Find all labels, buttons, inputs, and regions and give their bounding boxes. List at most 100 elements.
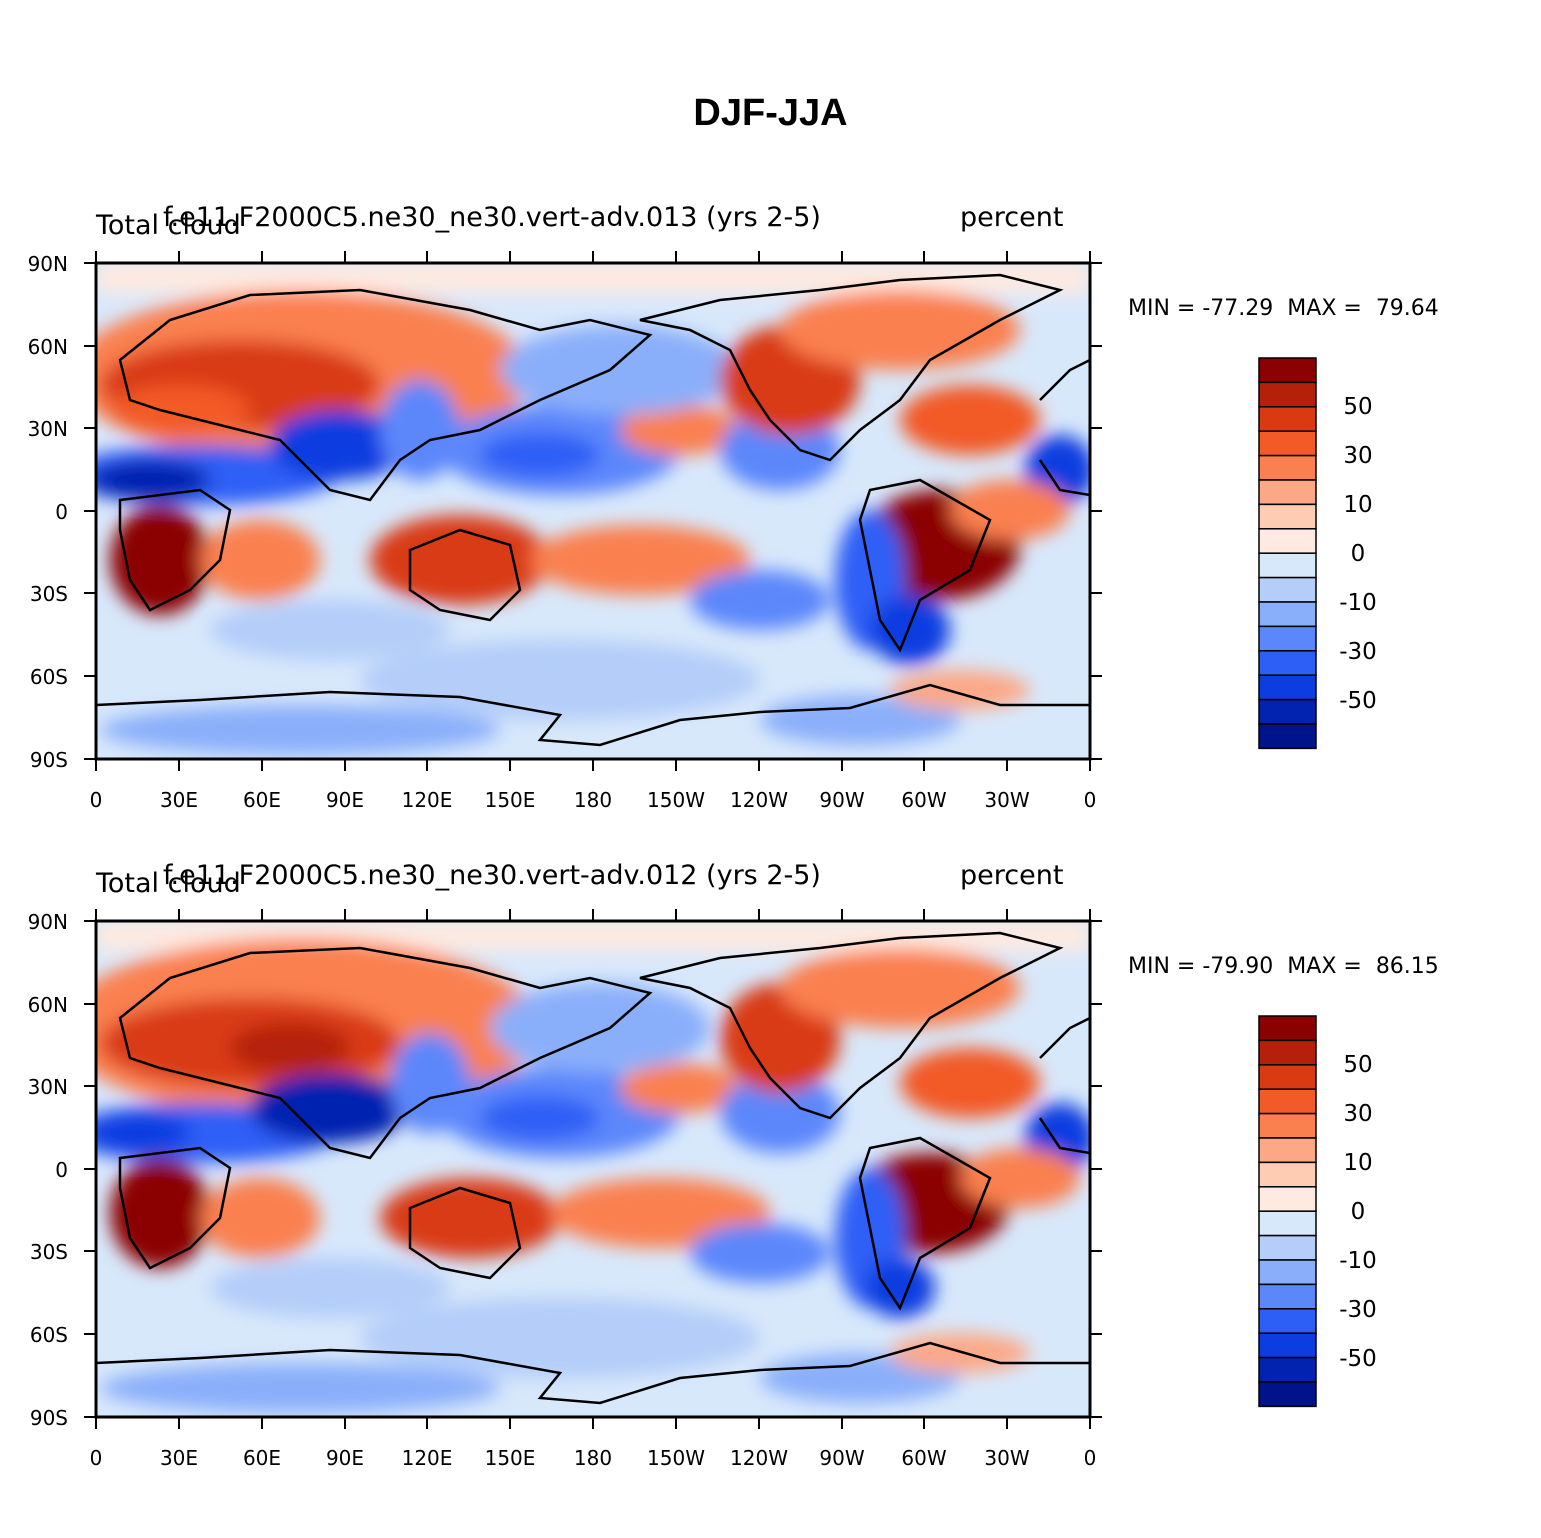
- max-value-1: 79.64: [1375, 296, 1439, 321]
- lon-tick: 90E: [325, 1446, 365, 1470]
- map-panel-1-graphics: [84, 251, 1317, 771]
- coastlines-1: [96, 273, 1090, 747]
- max-value-2: 86.15: [1375, 954, 1439, 979]
- lat-tick: 30S: [29, 1240, 68, 1264]
- colorbar-tick: 30: [1343, 443, 1373, 469]
- lon-tick: 60E: [242, 788, 282, 812]
- left-string-2: Total cloud: [96, 868, 241, 899]
- lon-tick: 120E: [401, 1446, 453, 1470]
- colorbar-box: [1258, 552, 1317, 579]
- colorbar-tick: 30: [1343, 1101, 1373, 1127]
- lon-tick: 60E: [242, 1446, 282, 1470]
- lat-tick: 60N: [27, 993, 68, 1017]
- colorbar-box: [1258, 406, 1317, 432]
- lon-tick: 180: [573, 788, 613, 812]
- colorbar-tick: 50: [1343, 1052, 1373, 1078]
- colorbar-box: [1258, 650, 1317, 676]
- colorbar-box: [1258, 1186, 1317, 1212]
- lat-tick: 90S: [29, 1406, 68, 1430]
- colorbar-2: [1258, 1015, 1317, 1408]
- colorbar-box: [1258, 381, 1317, 408]
- lon-tick: 60W: [901, 788, 947, 812]
- lat-tick: 0: [55, 500, 68, 524]
- colorbar-box: [1258, 1259, 1317, 1286]
- colorbar-box: [1258, 503, 1317, 530]
- center-string-2: f.e11.F2000C5.ne30_ne30.vert-adv.012 (yr…: [163, 860, 821, 891]
- colorbar-tick: 0: [1350, 1199, 1366, 1225]
- left-string-1: Total cloud: [96, 210, 241, 241]
- colorbar-box: [1258, 430, 1317, 457]
- colorbar-box: [1258, 479, 1317, 506]
- colorbar-box: [1258, 1039, 1317, 1066]
- max-label-2: MAX =: [1287, 954, 1369, 979]
- colorbar-box: [1258, 1015, 1317, 1042]
- colorbar-box: [1258, 357, 1317, 384]
- colorbar-tick: 0: [1350, 541, 1366, 567]
- lon-tick: 90W: [819, 1446, 865, 1470]
- lat-tick: 90S: [29, 748, 68, 772]
- min-value-2: -79.90: [1202, 954, 1274, 979]
- lat-tick: 30N: [27, 1075, 68, 1099]
- colorbar-box: [1258, 1112, 1317, 1139]
- lat-tick: 60S: [29, 1323, 68, 1347]
- colorbar-box: [1258, 1088, 1317, 1115]
- lon-tick: 0: [89, 788, 103, 812]
- right-string-2: percent: [960, 860, 1064, 891]
- colorbar-box: [1258, 1356, 1317, 1383]
- colorbar-tick: -50: [1339, 1346, 1377, 1372]
- figure-title: DJF-JJA: [693, 92, 848, 134]
- right-string-1: percent: [960, 202, 1064, 233]
- colorbar-box: [1258, 625, 1317, 652]
- colorbar-box: [1258, 1283, 1317, 1310]
- map-panel-2-graphics: [84, 909, 1317, 1429]
- colorbar-box: [1258, 1210, 1317, 1237]
- map-panel-2: Total cloud f.e11.F2000C5.ne30_ne30.vert…: [0, 858, 1541, 1518]
- lat-tick: 60S: [29, 665, 68, 689]
- colorbar-tick: -10: [1339, 1248, 1377, 1274]
- lon-tick: 30W: [984, 788, 1030, 812]
- lat-tick: 90N: [27, 910, 68, 934]
- min-label-1: MIN =: [1128, 296, 1203, 321]
- minmax-1: MIN = -77.29 MAX = 79.64: [1128, 296, 1439, 321]
- lat-tick: 60N: [27, 335, 68, 359]
- colorbar-1: [1258, 357, 1317, 750]
- lon-tick: 0: [89, 1446, 103, 1470]
- colorbar-box: [1258, 1137, 1317, 1164]
- colorbar-tick: -10: [1339, 590, 1377, 616]
- lat-tick: 0: [55, 1158, 68, 1182]
- colorbar-tick: 10: [1343, 492, 1373, 518]
- lat-tick: 90N: [27, 252, 68, 276]
- minmax-2: MIN = -79.90 MAX = 86.15: [1128, 954, 1439, 979]
- lon-tick: 0: [1083, 1446, 1097, 1470]
- lon-tick: 30E: [159, 788, 199, 812]
- coastlines-2: [96, 931, 1090, 1405]
- min-value-1: -77.29: [1202, 296, 1274, 321]
- lon-tick: 180: [573, 1446, 613, 1470]
- center-string-1: f.e11.F2000C5.ne30_ne30.vert-adv.013 (yr…: [163, 202, 821, 233]
- colorbar-box: [1258, 1064, 1317, 1090]
- colorbar-tick: 50: [1343, 394, 1373, 420]
- colorbar-box: [1258, 528, 1317, 554]
- lon-tick: 30W: [984, 1446, 1030, 1470]
- min-label-2: MIN =: [1128, 954, 1203, 979]
- colorbar-box: [1258, 674, 1317, 701]
- lon-tick: 120W: [730, 788, 788, 812]
- colorbar-box: [1258, 454, 1317, 481]
- colorbar-box: [1258, 698, 1317, 725]
- max-label-1: MAX =: [1287, 296, 1369, 321]
- lon-tick: 150E: [484, 1446, 536, 1470]
- colorbar-box: [1258, 1234, 1317, 1261]
- colorbar-tick: -30: [1339, 1297, 1377, 1323]
- map-panel-1: Total cloud f.e11.F2000C5.ne30_ne30.vert…: [0, 200, 1541, 860]
- lon-tick: 120W: [730, 1446, 788, 1470]
- lon-tick: 90E: [325, 788, 365, 812]
- lon-tick: 150W: [647, 788, 705, 812]
- colorbar-tick: 10: [1343, 1150, 1373, 1176]
- colorbar-box: [1258, 1308, 1317, 1334]
- colorbar-box: [1258, 576, 1317, 603]
- contour-field-1: [96, 263, 1090, 759]
- lon-tick: 150E: [484, 788, 536, 812]
- map-ticks-1: [84, 251, 1102, 771]
- colorbar-box: [1258, 723, 1317, 750]
- colorbar-box: [1258, 601, 1317, 628]
